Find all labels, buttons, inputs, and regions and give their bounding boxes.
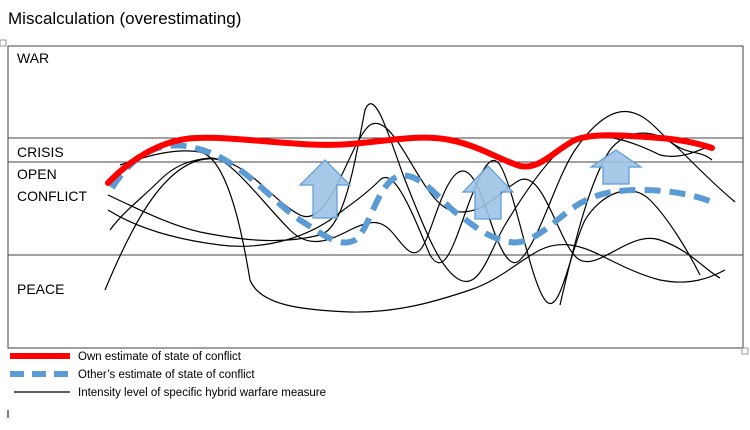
intensity-line bbox=[104, 122, 721, 291]
diagram-frame bbox=[7, 45, 744, 349]
band-label-peace: PEACE bbox=[17, 281, 64, 297]
own-estimate-line bbox=[105, 132, 715, 186]
up-arrow-icon bbox=[589, 149, 643, 185]
band-label-crisis: CRISIS bbox=[17, 144, 64, 160]
legend-other-label: Other’s estimate of state of conflict bbox=[78, 369, 255, 381]
up-arrow-icon bbox=[461, 165, 515, 220]
up-arrow-icon bbox=[298, 159, 352, 219]
resize-handle[interactable] bbox=[741, 347, 749, 355]
diagram-title: Miscalculation (overestimating) bbox=[8, 9, 242, 28]
resize-handle[interactable] bbox=[0, 39, 7, 47]
band-label-conflict: CONFLICT bbox=[17, 188, 87, 204]
legend-own-label: Own estimate of state of conflict bbox=[78, 351, 242, 363]
intensity-line bbox=[119, 150, 726, 313]
band-label-war: WAR bbox=[17, 50, 49, 66]
legend-intensity-label: Intensity level of specific hybrid warfa… bbox=[78, 387, 326, 399]
band-label-open: OPEN bbox=[17, 166, 57, 182]
intensity-line bbox=[107, 159, 701, 304]
others-estimate-line bbox=[109, 142, 714, 246]
